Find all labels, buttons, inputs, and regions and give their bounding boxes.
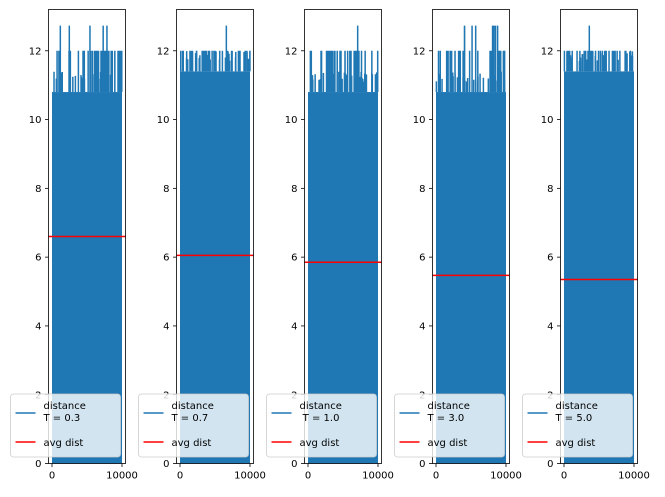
y-tick-label: 8 [35, 184, 41, 195]
y-tick-label: 4 [547, 322, 553, 333]
x-tick-label: 0 [305, 471, 311, 482]
y-tick-label: 0 [547, 459, 553, 470]
distance-series-spikes [435, 25, 506, 93]
x-tick-label: 0 [433, 471, 439, 482]
x-tick-label: 10000 [490, 471, 522, 482]
y-tick-label: 6 [419, 253, 425, 264]
y-tick-label: 4 [291, 322, 297, 333]
y-tick-label: 8 [547, 184, 553, 195]
legend-box [522, 393, 633, 458]
legend: distance T = 5.0 avg dist [522, 393, 633, 458]
y-tick-label: 4 [419, 322, 425, 333]
y-tick-label: 4 [163, 322, 169, 333]
y-tick-label: 6 [35, 253, 41, 264]
y-tick-label: 0 [419, 459, 425, 470]
y-tick-label: 0 [291, 459, 297, 470]
legend-box [266, 393, 377, 458]
y-tick-label: 10 [285, 115, 298, 126]
axes-frame [560, 9, 638, 464]
legend: distance T = 1.0 avg dist [266, 393, 377, 458]
legend-label-distance: distance T = 0.3 [43, 401, 86, 424]
y-tick-label: 0 [163, 459, 169, 470]
legend-label-avg-dist: avg dist [300, 438, 340, 449]
legend: distance T = 0.3 avg dist [10, 393, 121, 458]
axes-frame [432, 9, 510, 464]
y-tick-label: 8 [419, 184, 425, 195]
legend-label-avg-dist: avg dist [44, 438, 84, 449]
x-tick-label: 0 [177, 471, 183, 482]
y-tick-label: 12 [413, 46, 426, 57]
y-tick-label: 10 [29, 115, 42, 126]
distance-series-spikes [53, 25, 123, 93]
legend-label-avg-dist: avg dist [172, 438, 212, 449]
y-tick-label: 4 [35, 322, 41, 333]
legend: distance T = 0.7 avg dist [138, 393, 249, 458]
x-tick-label: 10000 [234, 471, 266, 482]
x-tick-label: 10000 [362, 471, 394, 482]
legend-label-avg-dist: avg dist [556, 438, 596, 449]
y-tick-label: 8 [163, 184, 169, 195]
y-tick-label: 0 [35, 459, 41, 470]
y-tick-label: 6 [163, 253, 169, 264]
y-tick-label: 12 [285, 46, 298, 57]
legend-label-distance: distance T = 1.0 [300, 401, 342, 424]
y-tick-label: 12 [157, 46, 170, 57]
x-tick-label: 10000 [618, 471, 650, 482]
y-tick-label: 10 [541, 115, 554, 126]
x-tick-label: 0 [561, 471, 567, 482]
distance-series-spikes [563, 25, 634, 72]
legend-label-distance: distance T = 0.7 [171, 401, 214, 424]
y-tick-label: 6 [291, 253, 297, 264]
legend-box [10, 393, 121, 458]
y-tick-label: 12 [541, 46, 554, 57]
legend-box [394, 393, 505, 458]
legend-label-distance: distance T = 3.0 [427, 401, 470, 424]
y-tick-label: 10 [157, 115, 170, 126]
y-tick-label: 12 [29, 46, 42, 57]
y-tick-label: 8 [291, 184, 297, 195]
legend-label-distance: distance T = 5.0 [555, 401, 598, 424]
distance-series-spikes [180, 25, 251, 72]
x-tick-label: 10000 [106, 471, 138, 482]
x-tick-label: 0 [49, 471, 55, 482]
axes-frame [176, 9, 254, 464]
y-tick-label: 6 [547, 253, 553, 264]
y-tick-label: 10 [413, 115, 426, 126]
axes-frame [304, 9, 382, 464]
axes-frame [48, 9, 126, 464]
legend: distance T = 3.0 avg dist [394, 393, 505, 458]
legend-label-avg-dist: avg dist [428, 438, 468, 449]
legend-box [138, 393, 249, 458]
distance-series-spikes [309, 25, 379, 93]
